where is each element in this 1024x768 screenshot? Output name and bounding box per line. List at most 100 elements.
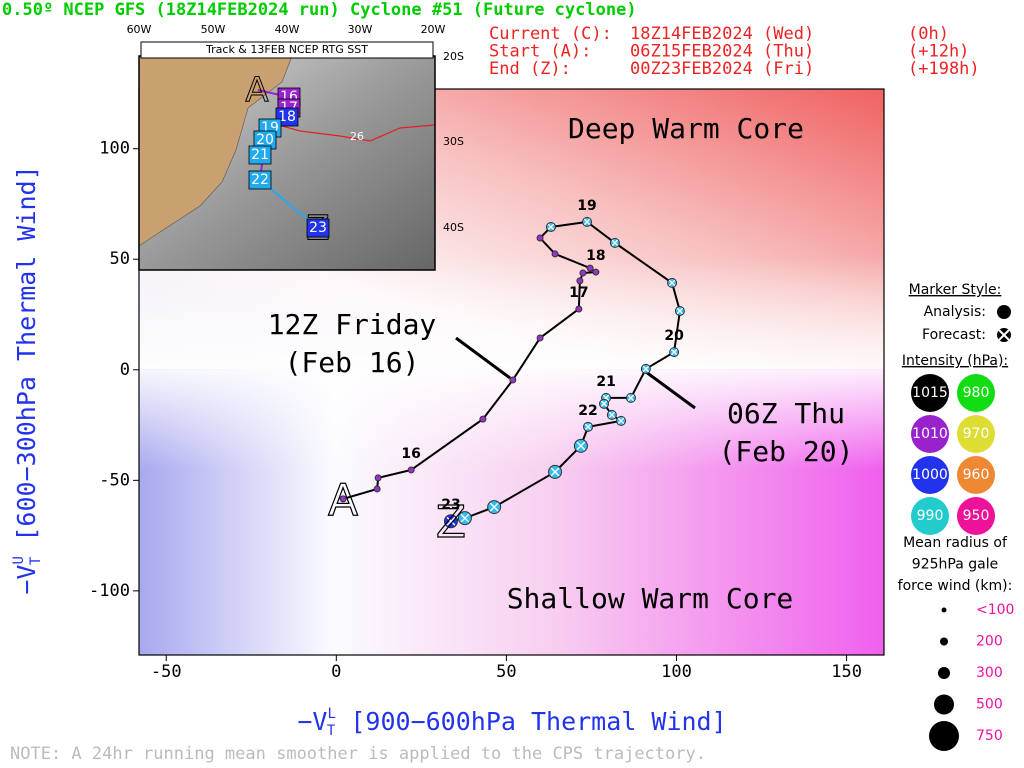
legend-forecast-cross [998,329,1010,341]
inset-sst-label: 26 [350,130,364,143]
y-tick-label: -100 [89,581,130,601]
forecast-cross [642,365,650,373]
inset-track-box [248,145,272,165]
plot-frame [138,88,885,656]
forecast-cross [583,218,591,226]
annotation: (Feb 20) [719,435,854,468]
trajectory-point [575,305,583,313]
intensity-swatch [911,456,949,494]
inset-land [138,55,293,247]
inset-lon-label: 20W [421,23,446,36]
wind-size-label: 200 [976,634,1003,650]
point-marker [407,466,415,474]
forecast-cross [576,441,586,451]
trajectory-point [487,500,502,515]
intensity-swatch [911,374,949,412]
point-marker [373,485,381,493]
inset-track-label: 23 [309,220,327,236]
wind-size-label: 500 [976,697,1003,713]
inset-lat-label: 30S [443,135,464,148]
run-info: End (Z): [489,59,571,79]
inset-lon-label: 40W [275,23,300,36]
trajectory-point [667,277,678,288]
axis-label-sub: T [28,556,44,565]
intensity-label: 980 [963,385,990,401]
forecast-cross [617,417,625,425]
point-marker [576,277,584,285]
point-label: 20 [664,328,684,344]
point-label: 23 [441,497,460,513]
run-info: (+12h) [908,42,969,62]
inset-sst-contour [267,121,436,142]
legend-forecast: Forecast: [922,327,986,343]
trajectory-point [443,514,458,529]
axis-label-sup: L [327,706,335,722]
inset-track-label: 20 [256,132,274,148]
axis-label-part: [600−300hPa Thermal Wind] [12,165,41,556]
trajectory-point [579,269,587,277]
forecast-cross [489,502,499,512]
trajectory-point [545,221,556,232]
trajectory-point [669,347,680,358]
trajectory-point [582,216,593,227]
trajectory-point [573,438,588,453]
inset-lon-label: 30W [348,23,373,36]
point-label: 17 [569,285,588,301]
point-label: 18 [586,248,605,264]
chart-title: 0.50º NCEP GFS (18Z14FEB2024 run) Cyclon… [2,0,637,20]
note: NOTE: A 24hr running mean smoother is ap… [10,744,706,764]
point-marker [551,250,559,258]
point-label: 21 [596,374,615,390]
trajectory-point [373,485,381,493]
trajectory-point [609,237,620,248]
y-tick-label: -50 [99,470,130,490]
ylabel-label: −VUT [600−300hPa Thermal Wind] [11,165,44,594]
point-marker [575,305,583,313]
trajectory-point [674,305,685,316]
legend-title: Mean radius of [903,535,1008,551]
intensity-label: 960 [963,467,990,483]
run-info: Current (C): [489,24,612,44]
point-marker [509,376,517,384]
x-tick-label: 0 [331,662,341,682]
x-tick-label: 50 [496,662,516,682]
forecast-cross [460,513,470,523]
forecast-cross [550,467,560,477]
trajectory-point [536,334,544,342]
forecast-cross [670,348,678,356]
axis-label-part: −V [12,565,41,595]
trajectory-point [548,464,563,479]
inset-track-box [275,107,299,127]
inset-track-box [306,218,330,238]
forecast-cross [668,279,676,287]
background [139,89,884,655]
point-marker [592,268,600,276]
axis-label-sup: U [11,556,27,564]
intensity-label: 950 [963,508,990,524]
trajectory-point [536,234,544,242]
trajectory-point [599,398,610,409]
trajectory-point [551,250,559,258]
intensity-label: 1015 [912,385,948,401]
wind-size-marker [929,721,959,751]
intensity-label: 1010 [912,426,948,442]
run-info: 00Z23FEB2024 (Fri) [630,59,814,79]
trajectory-point [509,376,517,384]
trajectory-point [640,363,651,374]
intensity-swatch [911,415,949,453]
y-tick-label: 0 [120,360,130,380]
intensity-swatch [957,497,995,535]
inset-title-box [140,41,434,59]
trajectory-point [457,511,472,526]
inset-track-label: 18 [278,109,296,125]
intensity-label: 1000 [912,467,948,483]
point-marker [586,264,594,272]
run-info: Start (A): [489,42,591,62]
axis-label-part: −V [297,707,327,736]
intensity-label: 990 [917,508,944,524]
intensity-swatch [957,374,995,412]
wind-size-label: 750 [976,728,1003,744]
y-tick-label: 50 [110,249,130,269]
point-marker [536,334,544,342]
